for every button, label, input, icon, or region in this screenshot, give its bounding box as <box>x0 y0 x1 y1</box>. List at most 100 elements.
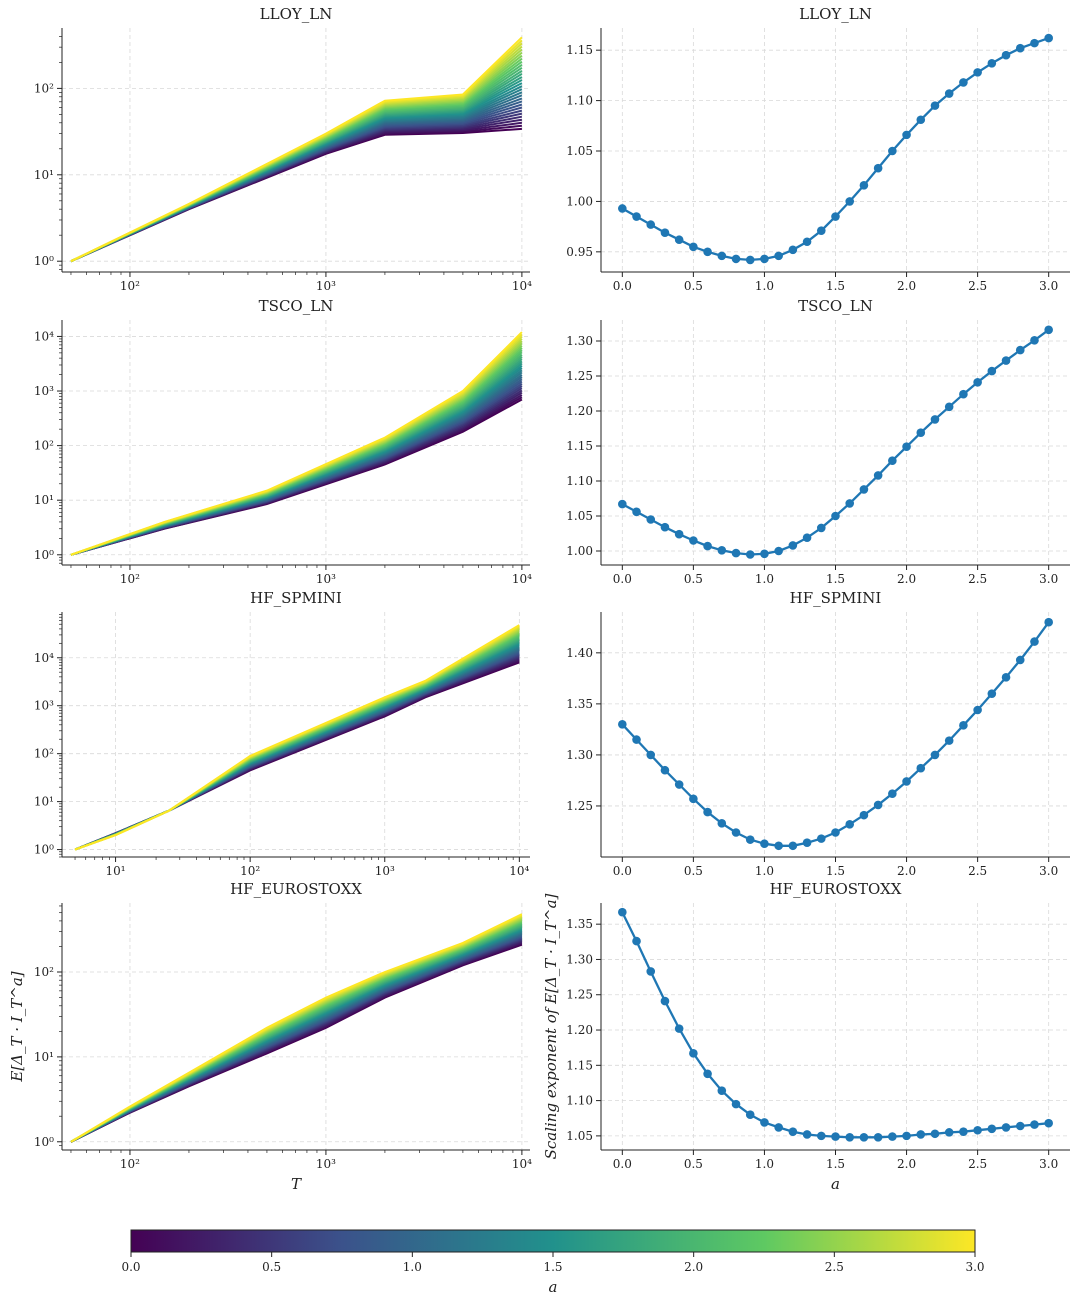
y-tick-label: 1.05 <box>566 1129 593 1143</box>
exponent-point <box>845 499 855 508</box>
exponent-point <box>1001 356 1011 365</box>
y-tick-label: 10⁴ <box>34 329 54 343</box>
x-tick-label: 10² <box>120 572 140 586</box>
y-tick-label: 10² <box>34 439 54 453</box>
panel-right-lloy-ln: 0.0 0.5 1.0 1.5 2.0 2.5 3.0 0.95 1.00 1.05 1.10 1.1… <box>566 5 1070 293</box>
exponent-point <box>731 828 741 837</box>
exponent-point <box>973 705 982 715</box>
y-tick-label: 10⁰ <box>34 254 54 268</box>
panel-title: TSCO_LN <box>798 297 873 315</box>
exponent-point <box>959 389 968 399</box>
y-tick-label: 10⁰ <box>34 843 54 857</box>
y-tick-label: 1.20 <box>566 404 593 418</box>
y-axis-label: E[Δ_T · I_T^a] <box>8 971 26 1082</box>
exponent-point <box>816 1131 826 1141</box>
panel-left-hf-eurostoxx: 10² 10³ 10⁴ 10⁰ 10¹ 10² HF_EUROSTOXX T E[Δ_T · I… <box>8 880 532 1193</box>
exponent-point <box>959 78 968 87</box>
exponent-point <box>944 402 954 412</box>
series-line-a1.8 <box>70 358 523 556</box>
exponent-point <box>973 68 982 77</box>
exponent-point <box>987 689 997 698</box>
x-tick-label: 10⁴ <box>509 864 529 878</box>
series-line-a2.3 <box>70 347 523 556</box>
y-tick-label: 1.10 <box>566 474 593 488</box>
exponent-point <box>987 366 997 376</box>
x-tick-label: 1.5 <box>826 1157 845 1171</box>
x-tick-label: 3.0 <box>1039 864 1058 878</box>
x-tick-label: 0.5 <box>684 279 703 293</box>
panel-title: HF_EUROSTOXX <box>770 880 902 898</box>
series-line-a0.1 <box>70 942 523 1143</box>
exponent-point <box>646 750 656 760</box>
colorbar-gradient <box>130 1229 976 1253</box>
exponent-point <box>802 237 812 247</box>
series-line-a3.0 <box>70 913 523 1143</box>
exponent-point <box>689 794 698 804</box>
y-tick-label: 1.05 <box>566 144 593 158</box>
exponent-point <box>944 1128 954 1137</box>
exponent-point <box>646 515 656 524</box>
exponent-point <box>689 242 698 252</box>
y-tick-label: 1.00 <box>566 544 593 558</box>
panel-title: HF_EUROSTOXX <box>230 880 362 898</box>
exponent-point <box>916 428 926 438</box>
y-tick-label: 0.95 <box>566 245 593 259</box>
series-line-a3.0 <box>70 36 523 263</box>
exponent-point <box>873 1132 883 1142</box>
y-tick-label: 10¹ <box>34 795 54 809</box>
exponent-point <box>1001 673 1011 682</box>
exponent-point <box>632 212 641 221</box>
series-line-a0.0 <box>70 943 523 1143</box>
x-tick-label: 10² <box>120 1157 140 1171</box>
x-tick-label: 0.5 <box>684 572 703 586</box>
exponent-point <box>660 228 670 237</box>
exponent-point <box>703 1069 712 1079</box>
exponent-point <box>660 522 670 532</box>
exponent-point <box>703 247 712 257</box>
exponent-point <box>731 254 741 264</box>
exponent-point <box>959 721 968 730</box>
exponent-point <box>703 807 712 817</box>
y-tick-label: 1.20 <box>566 1023 593 1037</box>
x-tick-label: 1.0 <box>755 279 774 293</box>
colorbar-label: a <box>549 1278 558 1296</box>
colorbar-tick-label: 2.0 <box>684 1260 703 1274</box>
y-tick-label: 1.30 <box>566 952 593 966</box>
x-tick-label: 2.0 <box>897 1157 916 1171</box>
y-tick-label: 1.30 <box>566 334 593 348</box>
exponent-point <box>973 378 982 387</box>
colorbar-tick-label: 2.5 <box>825 1260 844 1274</box>
exponent-point <box>646 220 656 229</box>
exponent-point <box>888 146 897 156</box>
panel-title: HF_SPMINI <box>790 589 882 607</box>
x-tick-label: 1.5 <box>826 864 845 878</box>
exponent-point <box>859 1132 869 1142</box>
exponent-point <box>774 1123 783 1132</box>
exponent-point <box>916 115 926 125</box>
exponent-point <box>845 820 855 829</box>
exponent-point <box>902 777 911 786</box>
series-line-a2.9 <box>70 333 523 556</box>
exponent-point <box>859 180 869 190</box>
y-tick-label: 1.40 <box>566 646 593 660</box>
x-tick-label: 2.5 <box>968 1157 987 1171</box>
x-tick-label: 10² <box>240 864 260 878</box>
exponent-point <box>618 907 627 917</box>
exponent-point <box>902 1131 911 1141</box>
y-tick-label: 10² <box>34 81 54 95</box>
exponent-point <box>987 1124 997 1134</box>
exponent-point <box>1044 1118 1053 1128</box>
colorbar-tick-label: 1.0 <box>403 1260 422 1274</box>
exponent-point <box>760 839 769 849</box>
exponent-point <box>1030 336 1039 345</box>
x-tick-label: 10⁴ <box>512 279 532 293</box>
colorbar: 0.0 0.5 1.0 1.5 2.0 2.5 3.0 a <box>121 1229 985 1296</box>
y-tick-label: 10¹ <box>34 1050 54 1064</box>
exponent-point <box>816 226 826 235</box>
panels: 10² 10³ 10⁴ 10⁰ 10¹ 10² LLOY_LN 0.0 0.5 1.0 1.5 2.0… <box>8 5 1070 1193</box>
exponent-point <box>816 834 826 843</box>
exponent-point <box>774 251 783 261</box>
series-line-a3.0 <box>74 624 520 851</box>
y-tick-label: 1.15 <box>566 439 593 453</box>
x-tick-label: 0.0 <box>613 572 632 586</box>
